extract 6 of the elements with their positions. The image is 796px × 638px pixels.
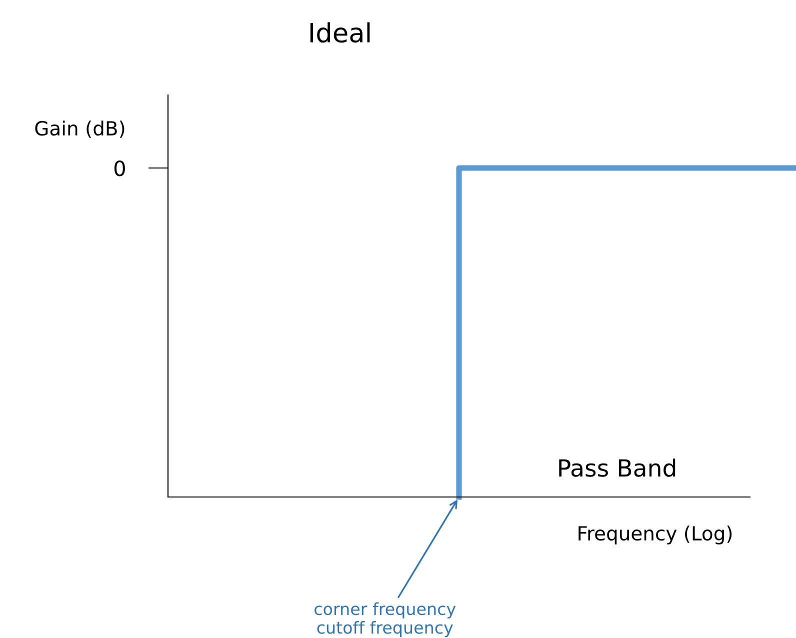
- chart-title: Ideal: [310, 22, 370, 43]
- y-axis-title: Gain (dB): [35, 120, 124, 138]
- annotation: Pass Band: [559, 458, 676, 477]
- x-axis-title: Frequency (Log): [578, 526, 732, 544]
- text: corner frequency cutoff frequency: [314, 602, 456, 638]
- text: 0: [114, 160, 125, 176]
